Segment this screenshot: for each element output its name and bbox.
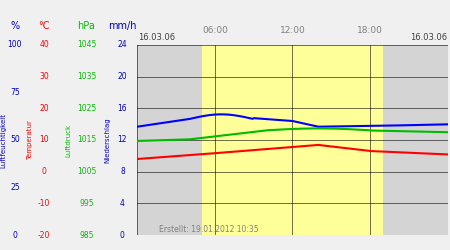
Text: 1035: 1035 [76,72,96,81]
Text: %: % [10,21,19,31]
Text: 12:00: 12:00 [279,26,306,35]
Bar [202,45,383,235]
Text: 100: 100 [8,40,22,50]
Text: 10: 10 [39,136,49,144]
Text: 20: 20 [39,104,49,113]
Text: 12: 12 [117,136,127,144]
Text: -20: -20 [38,230,50,239]
Text: -10: -10 [38,199,50,208]
Text: 40: 40 [39,40,49,50]
Text: 985: 985 [79,230,94,239]
Text: Niederschlag: Niederschlag [104,117,110,163]
Text: 24: 24 [117,40,127,50]
Text: 0: 0 [120,230,125,239]
Text: Luftdruck: Luftdruck [65,124,72,156]
Text: hPa: hPa [77,21,95,31]
Text: 50: 50 [10,136,20,144]
Text: 1015: 1015 [77,136,96,144]
Text: 16.03.06: 16.03.06 [410,34,447,42]
Text: °C: °C [38,21,50,31]
Text: Erstellt: 19.01.2012 10:35: Erstellt: 19.01.2012 10:35 [158,225,258,234]
Text: 1005: 1005 [76,167,96,176]
Text: 30: 30 [39,72,49,81]
Text: 0: 0 [42,167,46,176]
Text: 16.03.06: 16.03.06 [138,34,176,42]
Text: mm/h: mm/h [108,21,137,31]
Text: 995: 995 [79,199,94,208]
Text: 1045: 1045 [76,40,96,50]
Text: 06:00: 06:00 [202,26,228,35]
Text: 8: 8 [120,167,125,176]
Text: 75: 75 [10,88,20,97]
Text: Luftfeuchtigkeit: Luftfeuchtigkeit [0,112,7,168]
Text: 1025: 1025 [77,104,96,113]
Text: 16: 16 [117,104,127,113]
Text: 0: 0 [13,230,17,239]
Text: 18:00: 18:00 [357,26,383,35]
Text: 25: 25 [10,183,20,192]
Text: Temperatur: Temperatur [27,120,33,160]
Text: 20: 20 [117,72,127,81]
Text: 4: 4 [120,199,125,208]
